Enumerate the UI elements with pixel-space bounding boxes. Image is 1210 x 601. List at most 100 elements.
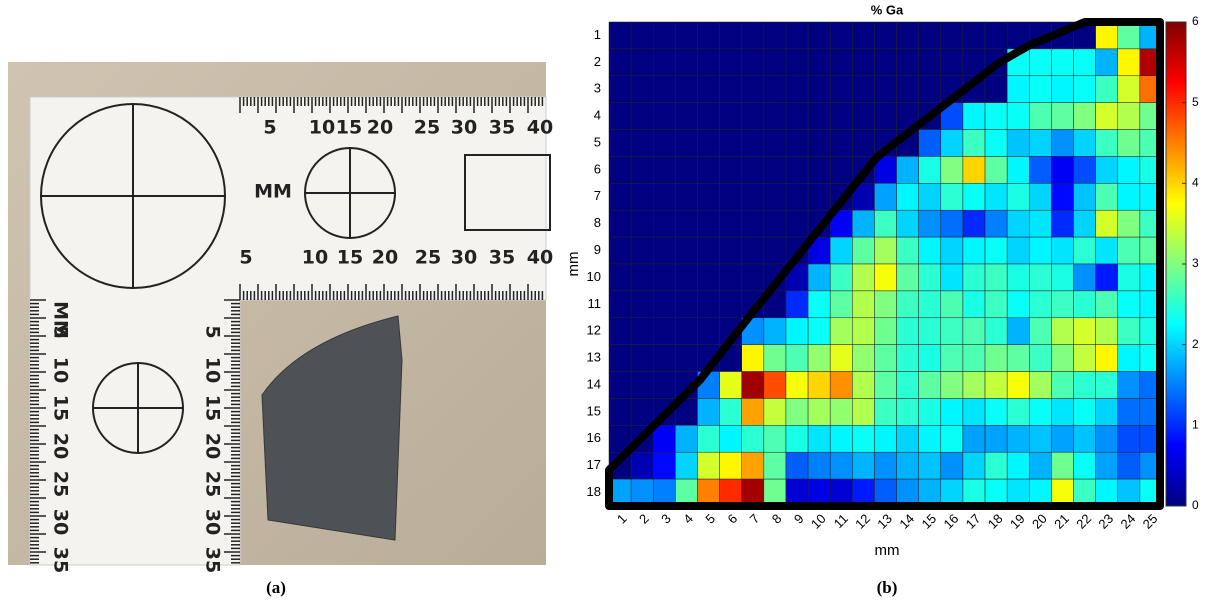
heatmap-cell <box>985 479 1007 506</box>
heatmap-cell <box>852 425 874 452</box>
heatmap-cell <box>697 156 719 183</box>
heatmap-cell <box>1074 76 1096 103</box>
heatmap-cell <box>631 318 653 345</box>
y-tick-label: 8 <box>594 215 601 230</box>
heatmap-cell <box>830 291 852 318</box>
heatmap-cell <box>675 425 697 452</box>
heatmap-cell <box>764 398 786 425</box>
heatmap-cell <box>653 479 675 506</box>
heatmap-cell <box>919 425 941 452</box>
heatmap-cell <box>631 291 653 318</box>
heatmap-cell <box>808 291 830 318</box>
heatmap-cell <box>609 76 631 103</box>
heatmap-cell <box>675 318 697 345</box>
heatmap-cell <box>808 264 830 291</box>
heatmap-cell <box>919 291 941 318</box>
heatmap-cell <box>808 76 830 103</box>
heatmap-cell <box>830 452 852 479</box>
heatmap-cell <box>941 291 963 318</box>
heatmap-cell <box>1118 130 1140 157</box>
heatmap-cell <box>1096 130 1118 157</box>
ruler-label: 15 <box>336 117 362 139</box>
x-tick-label: 16 <box>941 511 962 532</box>
heatmap-cell <box>1096 452 1118 479</box>
heatmap-cell <box>786 425 808 452</box>
y-tick-label: 4 <box>594 108 601 123</box>
colorbar-tick-label: 1 <box>1192 418 1199 432</box>
heatmap-cell <box>808 425 830 452</box>
heatmap-cell <box>941 318 963 345</box>
heatmap-cell <box>852 452 874 479</box>
ruler-label: 15 <box>337 247 363 269</box>
heatmap-cell <box>897 183 919 210</box>
x-tick-label: 11 <box>831 511 851 531</box>
x-tick-label: 10 <box>808 511 829 532</box>
ruler-label: 10 <box>309 117 335 139</box>
heatmap-cell <box>631 156 653 183</box>
heatmap-cell <box>653 183 675 210</box>
heatmap-cell <box>1074 318 1096 345</box>
heatmap-cell <box>653 318 675 345</box>
heatmap-cell <box>897 22 919 49</box>
heatmap-cell <box>830 103 852 130</box>
heatmap-cell <box>742 183 764 210</box>
heatmap-cell <box>874 49 896 76</box>
heatmap-cell <box>874 452 896 479</box>
heatmap-cell <box>720 479 742 506</box>
heatmap-cell <box>808 318 830 345</box>
heatmap-cell <box>852 130 874 157</box>
heatmap-cell <box>1118 76 1140 103</box>
ruler-label: 40 <box>527 117 553 139</box>
heatmap-cell <box>609 210 631 237</box>
heatmap-cell <box>697 49 719 76</box>
x-tick-label: 22 <box>1073 511 1094 532</box>
heatmap-cell <box>830 318 852 345</box>
heatmap-cell <box>720 22 742 49</box>
heatmap-cell <box>852 398 874 425</box>
y-axis-label: mm <box>565 252 582 277</box>
heatmap-cell <box>830 156 852 183</box>
heatmap-cell <box>1051 237 1073 264</box>
x-tick-label: 8 <box>769 511 785 527</box>
heatmap-cell <box>1074 130 1096 157</box>
y-tick-label: 14 <box>587 376 601 391</box>
heatmap-cell <box>764 452 786 479</box>
heatmap-cell <box>697 210 719 237</box>
heatmap-cell <box>1029 156 1051 183</box>
heatmap-cell <box>742 479 764 506</box>
ruler-label: 30 <box>451 247 477 269</box>
heatmap-cell <box>631 49 653 76</box>
heatmap-cell <box>675 156 697 183</box>
heatmap-cell <box>830 479 852 506</box>
heatmap-cell <box>941 183 963 210</box>
heatmap-cell <box>609 398 631 425</box>
ruler-label: 25 <box>414 117 440 139</box>
heatmap-cell <box>985 345 1007 372</box>
heatmap-cell <box>764 318 786 345</box>
heatmap-cell <box>609 318 631 345</box>
heatmap-cell <box>786 291 808 318</box>
heatmap-cell <box>1118 318 1140 345</box>
ruler-label: 35 <box>489 117 515 139</box>
heatmap-cell <box>897 291 919 318</box>
x-tick-label: 7 <box>747 511 763 527</box>
heatmap-cell <box>852 103 874 130</box>
heatmap-cell <box>631 76 653 103</box>
heatmap-cell <box>631 130 653 157</box>
heatmap-cell <box>830 22 852 49</box>
heatmap-cell <box>963 130 985 157</box>
heatmap-cell <box>1051 345 1073 372</box>
heatmap-cell <box>897 398 919 425</box>
heatmap-cell <box>897 372 919 399</box>
heatmap-cell <box>808 130 830 157</box>
chart-title: % Ga <box>871 2 904 17</box>
heatmap-cell <box>985 237 1007 264</box>
heatmap-cell <box>963 291 985 318</box>
heatmap-cell <box>764 49 786 76</box>
heatmap-cell <box>1074 210 1096 237</box>
heatmap-cell <box>941 452 963 479</box>
heatmap-cell <box>631 372 653 399</box>
heatmap-cell <box>1029 425 1051 452</box>
heatmap-cell <box>786 183 808 210</box>
heatmap-cell <box>742 103 764 130</box>
